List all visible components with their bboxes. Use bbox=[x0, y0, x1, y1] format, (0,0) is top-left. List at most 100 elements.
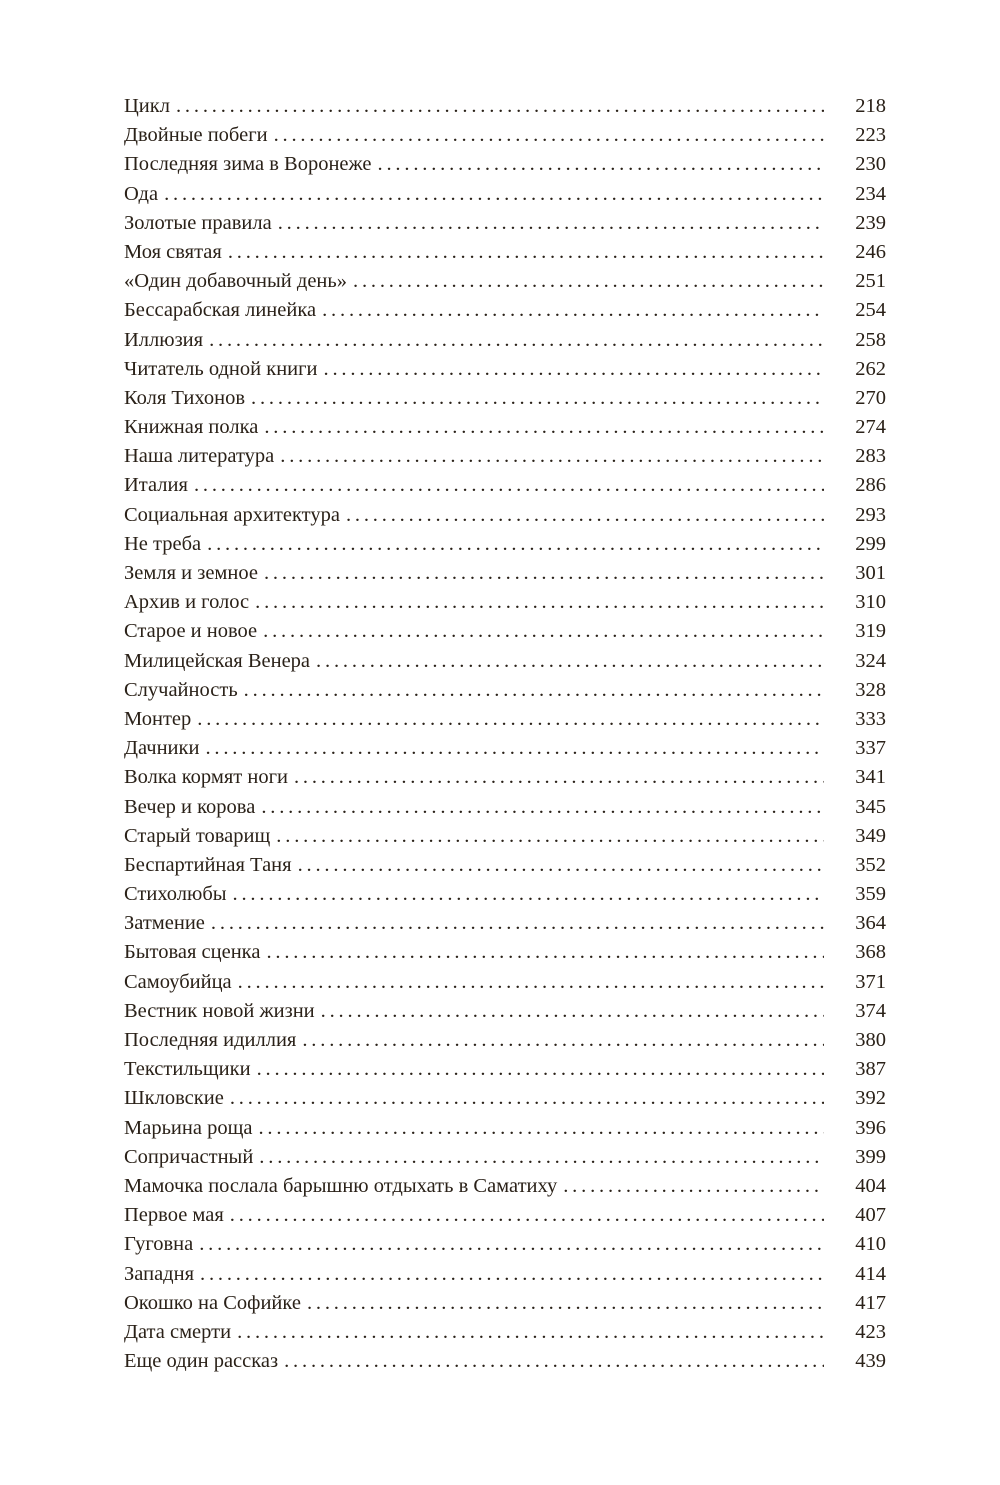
entry-title: Первое мая bbox=[124, 1204, 224, 1227]
toc-entry: Текстильщики 387 bbox=[124, 1055, 886, 1084]
toc-entry: Италия 286 bbox=[124, 471, 886, 500]
entry-page-number: 274 bbox=[855, 416, 886, 439]
toc-entry: Случайность 328 bbox=[124, 676, 886, 705]
dot-leader bbox=[294, 763, 824, 792]
entry-title: Наша литература bbox=[124, 445, 275, 468]
dot-leader bbox=[346, 501, 824, 530]
entry-page-number: 299 bbox=[855, 532, 886, 555]
entry-page-number: 230 bbox=[855, 153, 886, 176]
entry-title: Читатель одной книги bbox=[124, 357, 318, 380]
dot-leader bbox=[251, 384, 824, 413]
entry-title: Коля Тихонов bbox=[124, 386, 246, 409]
toc-entry: Дата смерти 423 bbox=[124, 1318, 886, 1347]
dot-leader bbox=[197, 705, 824, 734]
entry-title: Книжная полка bbox=[124, 416, 259, 439]
dot-leader bbox=[284, 1347, 824, 1376]
entry-page-number: 364 bbox=[855, 912, 886, 935]
entry-title: Беспартийная Таня bbox=[124, 853, 292, 876]
toc-entry: Гуговна 410 bbox=[124, 1230, 886, 1259]
entry-title: Дата смерти bbox=[124, 1320, 232, 1343]
entry-title: Гуговна bbox=[124, 1233, 194, 1256]
dot-leader bbox=[194, 471, 824, 500]
toc-entry: Волка кормят ноги 341 bbox=[124, 763, 886, 792]
toc-entry: Дачники 337 bbox=[124, 734, 886, 763]
toc-entry: Бессарабская линейка 254 bbox=[124, 296, 886, 325]
toc-entry: Старый товарищ 349 bbox=[124, 822, 886, 851]
toc-entry: Стихолюбы 359 bbox=[124, 880, 886, 909]
dot-leader bbox=[278, 209, 824, 238]
entry-page-number: 407 bbox=[855, 1204, 886, 1227]
toc-entry: Читатель одной книги 262 bbox=[124, 355, 886, 384]
entry-title: Вестник новой жизни bbox=[124, 999, 315, 1022]
toc-entry: Ода 234 bbox=[124, 180, 886, 209]
entry-title: Социальная архитектура bbox=[124, 503, 340, 526]
table-of-contents: Цикл 218 Двойные побеги 223 Последняя зима в… bbox=[124, 92, 886, 1376]
dot-leader bbox=[209, 326, 824, 355]
dot-leader bbox=[211, 909, 824, 938]
entry-title: Волка кормят ноги bbox=[124, 766, 288, 789]
dot-leader bbox=[266, 938, 824, 967]
toc-entry: Книжная полка 274 bbox=[124, 413, 886, 442]
entry-page-number: 414 bbox=[855, 1262, 886, 1285]
dot-leader bbox=[276, 822, 824, 851]
entry-page-number: 392 bbox=[855, 1087, 886, 1110]
entry-page-number: 310 bbox=[855, 591, 886, 614]
entry-title: Архив и голос bbox=[124, 591, 250, 614]
entry-page-number: 423 bbox=[855, 1320, 886, 1343]
entry-page-number: 341 bbox=[855, 766, 886, 789]
toc-entry: Земля и земное 301 bbox=[124, 559, 886, 588]
dot-leader bbox=[259, 1143, 824, 1172]
entry-title: Бессарабская линейка bbox=[124, 299, 317, 322]
entry-page-number: 410 bbox=[855, 1233, 886, 1256]
toc-entry: Первое мая 407 bbox=[124, 1201, 886, 1230]
entry-title: Самоубийца bbox=[124, 970, 232, 993]
entry-page-number: 286 bbox=[855, 474, 886, 497]
entry-page-number: 368 bbox=[855, 941, 886, 964]
dot-leader bbox=[207, 530, 824, 559]
entry-title: Италия bbox=[124, 474, 188, 497]
dot-leader bbox=[263, 617, 824, 646]
entry-title: Двойные побеги bbox=[124, 124, 268, 147]
entry-page-number: 218 bbox=[855, 95, 886, 117]
dot-leader bbox=[563, 1172, 824, 1201]
toc-entry: Социальная архитектура 293 bbox=[124, 501, 886, 530]
toc-entry: Цикл 218 bbox=[124, 92, 886, 121]
dot-leader bbox=[261, 793, 824, 822]
entry-page-number: 258 bbox=[855, 328, 886, 351]
entry-title: Марьина роща bbox=[124, 1116, 253, 1139]
dot-leader bbox=[302, 1026, 824, 1055]
entry-page-number: 293 bbox=[855, 503, 886, 526]
entry-title: Западня bbox=[124, 1262, 194, 1285]
entry-title: Милицейская Венера bbox=[124, 649, 311, 672]
entry-page-number: 319 bbox=[855, 620, 886, 643]
dot-leader bbox=[205, 734, 824, 763]
entry-title: Мамочка послала барышню отдыхать в Самат… bbox=[124, 1174, 558, 1197]
dot-leader bbox=[353, 267, 824, 296]
toc-entry: Сопричастный 399 bbox=[124, 1143, 886, 1172]
toc-entry: Двойные побеги 223 bbox=[124, 121, 886, 150]
toc-entry: Западня 414 bbox=[124, 1260, 886, 1289]
entry-page-number: 254 bbox=[855, 299, 886, 322]
entry-page-number: 380 bbox=[855, 1029, 886, 1051]
entry-title: Случайность bbox=[124, 678, 238, 701]
entry-title: «Один добавочный день» bbox=[124, 270, 347, 293]
entry-page-number: 324 bbox=[855, 649, 886, 672]
dot-leader bbox=[230, 1201, 824, 1230]
dot-leader bbox=[199, 1230, 824, 1259]
dot-leader bbox=[257, 1055, 824, 1084]
toc-entry: Мамочка послала барышню отдыхать в Самат… bbox=[124, 1172, 886, 1201]
dot-leader bbox=[264, 413, 824, 442]
toc-entry: Последняя идиллия 380 bbox=[124, 1026, 886, 1055]
entry-title: Земля и земное bbox=[124, 562, 258, 584]
entry-title: Цикл bbox=[124, 95, 170, 117]
entry-title: Последняя идиллия bbox=[124, 1029, 297, 1051]
entry-title: Шкловские bbox=[124, 1087, 224, 1110]
dot-leader bbox=[258, 1114, 824, 1143]
toc-entry: Марьина роща 396 bbox=[124, 1114, 886, 1143]
dot-leader bbox=[164, 180, 824, 209]
toc-entry: Шкловские 392 bbox=[124, 1084, 886, 1113]
dot-leader bbox=[298, 851, 824, 880]
toc-entry: Последняя зима в Воронеже 230 bbox=[124, 150, 886, 179]
toc-entry: Иллюзия 258 bbox=[124, 326, 886, 355]
dot-leader bbox=[238, 968, 824, 997]
